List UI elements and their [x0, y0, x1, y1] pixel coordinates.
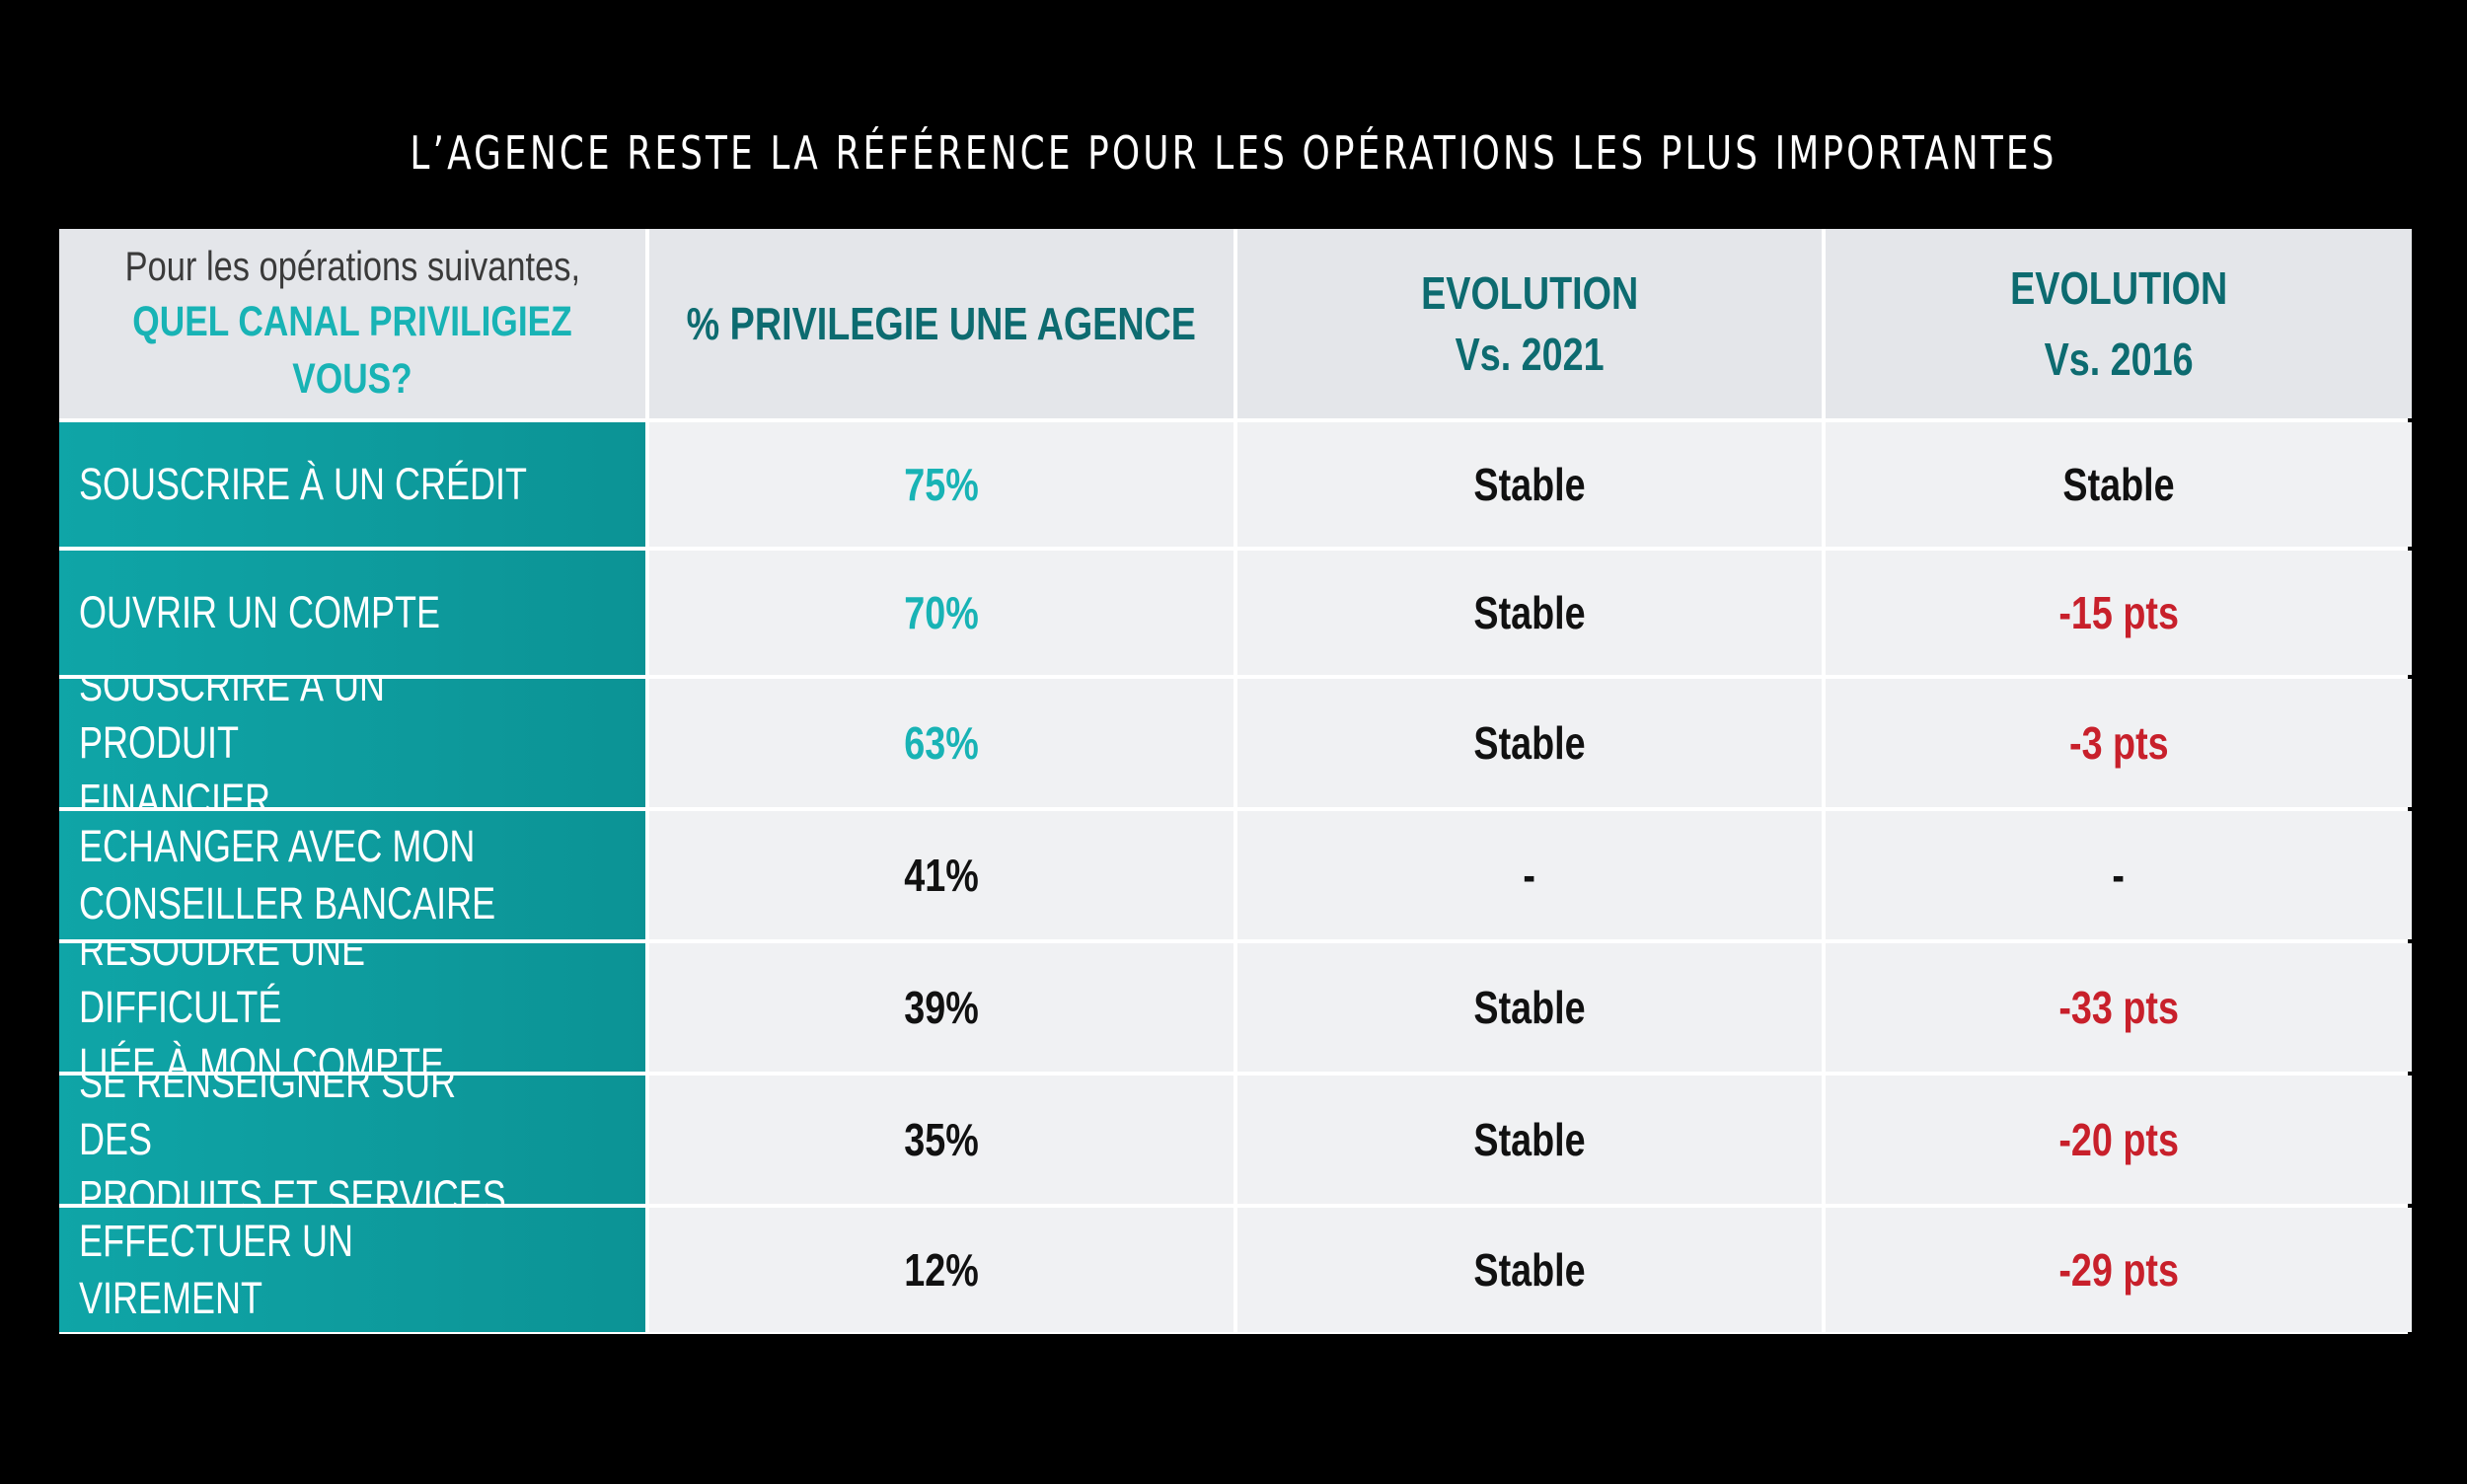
column-header-evolution-2016: EVOLUTION Vs. 2016 [1826, 229, 2412, 418]
pct-value: 39% [904, 982, 979, 1033]
row-label: ECHANGER AVEC MON CONSEILLER BANCAIRE [79, 821, 496, 928]
column-header-evolution-2021: EVOLUTION Vs. 2021 [1237, 229, 1822, 418]
pct-value: 35% [904, 1114, 979, 1165]
pct-cell: 41% [649, 811, 1234, 939]
evolution-2021-value: Stable [1473, 459, 1586, 510]
row-label: EFFECTUER UN VIREMENT [79, 1216, 353, 1323]
row-label-cell: RÉSOUDRE UNE DIFFICULTÉ LIÉE À MON COMPT… [59, 943, 645, 1072]
evolution-2016-value: - [2112, 850, 2126, 901]
evolution-2016-cell: Stable [1826, 422, 2412, 547]
evolution-2021-cell: Stable [1237, 551, 1822, 675]
row-label: OUVRIR UN COMPTE [79, 587, 441, 637]
evolution-2021-cell: Stable [1237, 422, 1822, 547]
evolution-2016-cell: -3 pts [1826, 679, 2412, 807]
evolution-2021-value: Stable [1473, 1244, 1586, 1296]
results-table: Pour les opérations suivantes, QUEL CANA… [59, 229, 2412, 1334]
evolution-2021-value: Stable [1473, 717, 1586, 769]
row-label-cell: SOUSCRIRE À UN CRÉDIT [59, 422, 645, 547]
corner-question: QUEL CANAL PRIVILIGIEZ VOUS? [132, 298, 572, 403]
pct-value: 63% [904, 717, 979, 769]
row-label-cell: ECHANGER AVEC MON CONSEILLER BANCAIRE [59, 811, 645, 939]
pct-value: 75% [904, 459, 979, 510]
pct-value: 70% [904, 587, 979, 638]
row-label: SE RENSEIGNER SUR DES PRODUITS ET SERVIC… [79, 1076, 506, 1204]
evolution-2021-value: Stable [1473, 982, 1586, 1033]
evolution-2021-cell: Stable [1237, 943, 1822, 1072]
evolution-2021-value: Stable [1473, 587, 1586, 638]
evolution-2016-value: Stable [2062, 459, 2175, 510]
evolution-2021-cell: - [1237, 811, 1822, 939]
pct-value: 41% [904, 850, 979, 901]
evolution-2021-cell: Stable [1237, 679, 1822, 807]
evolution-2016-cell: - [1826, 811, 2412, 939]
pct-cell: 75% [649, 422, 1234, 547]
pct-cell: 12% [649, 1208, 1234, 1332]
evolution-2016-value: -15 pts [2058, 587, 2179, 638]
pct-cell: 70% [649, 551, 1234, 675]
pct-cell: 39% [649, 943, 1234, 1072]
evolution-2016-cell: -15 pts [1826, 551, 2412, 675]
evolution-2021-cell: Stable [1237, 1208, 1822, 1332]
row-label-cell: EFFECTUER UN VIREMENT [59, 1208, 645, 1332]
column-header-pct-label: % PRIVILEGIE UNE AGENCE [686, 298, 1197, 349]
row-label-cell: SOUSCRIRE À UN PRODUIT FINANCIER [59, 679, 645, 807]
evolution-2016-value: -20 pts [2058, 1114, 2179, 1165]
pct-cell: 63% [649, 679, 1234, 807]
row-label-cell: SE RENSEIGNER SUR DES PRODUITS ET SERVIC… [59, 1076, 645, 1204]
evolution-2021-cell: Stable [1237, 1076, 1822, 1204]
column-header-pct: % PRIVILEGIE UNE AGENCE [649, 229, 1234, 418]
row-label: SOUSCRIRE À UN CRÉDIT [79, 459, 528, 509]
evolution-2016-value: -33 pts [2058, 982, 2179, 1033]
column-header-evolution-2021-line2: Vs. 2021 [1455, 329, 1605, 380]
column-header-evolution-2021-line1: EVOLUTION [1420, 267, 1639, 319]
pct-cell: 35% [649, 1076, 1234, 1204]
corner-question-intro: Pour les opérations suivantes, [124, 243, 580, 289]
evolution-2016-cell: -29 pts [1826, 1208, 2412, 1332]
evolution-2016-cell: -20 pts [1826, 1076, 2412, 1204]
page-title: L’AGENCE RESTE LA RÉFÉRENCE POUR LES OPÉ… [410, 126, 2057, 180]
evolution-2021-value: - [1523, 850, 1536, 901]
evolution-2016-cell: -33 pts [1826, 943, 2412, 1072]
corner-header: Pour les opérations suivantes, QUEL CANA… [59, 229, 645, 418]
column-header-evolution-2016-line2: Vs. 2016 [2044, 334, 2194, 385]
row-label-cell: OUVRIR UN COMPTE [59, 551, 645, 675]
row-label: RÉSOUDRE UNE DIFFICULTÉ LIÉE À MON COMPT… [79, 943, 445, 1072]
evolution-2016-value: -29 pts [2058, 1244, 2179, 1296]
row-label: SOUSCRIRE À UN PRODUIT FINANCIER [79, 679, 386, 807]
column-header-evolution-2016-line1: EVOLUTION [2009, 262, 2228, 314]
pct-value: 12% [904, 1244, 979, 1296]
evolution-2016-value: -3 pts [2068, 717, 2169, 769]
evolution-2021-value: Stable [1473, 1114, 1586, 1165]
